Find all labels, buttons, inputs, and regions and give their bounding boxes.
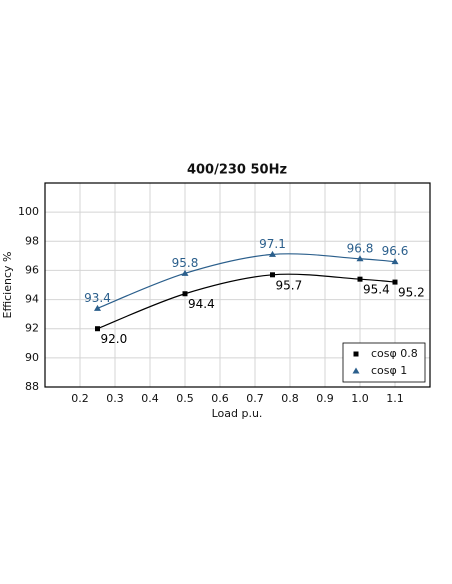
- legend-marker: [352, 367, 360, 374]
- y-tick-label: 90: [25, 351, 39, 364]
- data-point: [95, 326, 100, 332]
- data-label: 95.8: [172, 256, 199, 270]
- x-tick-label: 1.0: [351, 392, 369, 405]
- data-point: [181, 269, 189, 276]
- x-axis-label: Load p.u.: [212, 407, 263, 420]
- data-label: 93.4: [84, 291, 111, 305]
- y-tick-label: 100: [18, 205, 39, 218]
- x-tick-label: 0.7: [246, 392, 264, 405]
- data-label: 96.6: [382, 244, 409, 258]
- series-line: [97, 253, 396, 309]
- data-point: [357, 276, 363, 282]
- data-label: 95.7: [276, 278, 303, 292]
- legend-label: cosφ 0.8: [371, 347, 418, 360]
- legend-marker: [353, 351, 359, 357]
- data-label: 95.4: [363, 283, 390, 297]
- data-point: [269, 250, 276, 257]
- plot-frame: [44, 182, 431, 388]
- y-tick-label: 88: [25, 380, 39, 393]
- data-label: 97.1: [259, 237, 286, 251]
- data-label: 95.2: [398, 286, 425, 300]
- chart-title: 400/230 50Hz: [187, 163, 287, 178]
- y-tick-label: 96: [25, 263, 39, 276]
- data-point: [182, 291, 188, 297]
- y-tick-label: 98: [25, 234, 39, 247]
- data-point: [356, 255, 364, 262]
- data-label: 92.0: [101, 332, 128, 346]
- x-tick-label: 0.5: [176, 392, 194, 405]
- data-label: 94.4: [188, 297, 215, 311]
- y-tick-label: 92: [25, 322, 39, 335]
- data-point: [270, 272, 275, 278]
- legend-box: [342, 342, 426, 383]
- x-tick-label: 0.3: [106, 392, 124, 405]
- legend-label: cosφ 1: [371, 364, 407, 377]
- x-tick-label: 0.8: [281, 392, 299, 405]
- series-line: [97, 273, 396, 330]
- x-tick-label: 0.6: [211, 392, 229, 405]
- x-tick-label: 0.2: [71, 392, 89, 405]
- x-tick-label: 0.4: [141, 392, 159, 405]
- y-tick-label: 94: [25, 293, 39, 306]
- data-point: [94, 304, 101, 311]
- data-point: [392, 279, 398, 285]
- x-tick-label: 0.9: [316, 392, 334, 405]
- y-axis-label: Efficiency %: [1, 252, 14, 319]
- data-label: 96.8: [347, 241, 374, 255]
- x-tick-label: 1.1: [386, 392, 404, 405]
- data-point: [391, 258, 399, 265]
